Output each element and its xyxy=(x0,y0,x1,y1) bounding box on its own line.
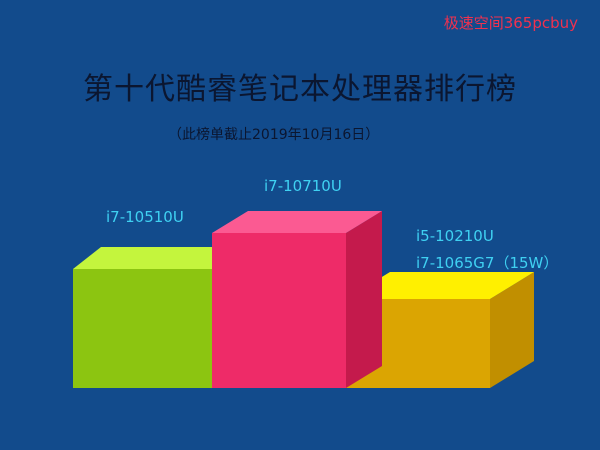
bar-side-1 xyxy=(346,211,382,388)
chart-subtitle: （此榜单截止2019年10月16日） xyxy=(168,127,380,143)
bar-label-2-1: i7-1065G7（15W） xyxy=(416,254,558,272)
bar-top-2 xyxy=(346,272,534,299)
bar-top-0 xyxy=(73,247,248,269)
bar-side-2 xyxy=(490,272,534,388)
bar-1 xyxy=(212,233,346,388)
bar-label-1: i7-10710U xyxy=(264,177,342,195)
watermark: 极速空间365pcbuy xyxy=(443,14,578,32)
chart-title: 第十代酷睿笔记本处理器排行榜 xyxy=(83,72,517,107)
bar-label-0: i7-10510U xyxy=(106,208,184,226)
bar-0 xyxy=(73,269,212,388)
bar-label-2-0: i5-10210U xyxy=(416,227,494,245)
bar-top-1 xyxy=(212,211,382,233)
